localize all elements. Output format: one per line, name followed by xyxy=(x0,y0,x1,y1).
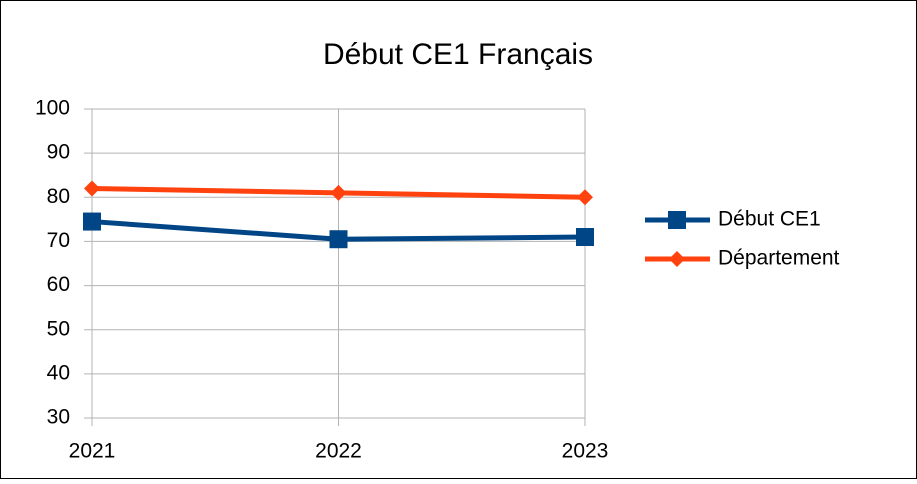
y-tick-label: 100 xyxy=(35,97,70,120)
y-tick-label: 80 xyxy=(47,185,70,208)
y-tick-label: 40 xyxy=(47,361,70,384)
y-tick-label: 60 xyxy=(47,273,70,296)
y-tick-label: 50 xyxy=(47,317,70,340)
y-tick-label: 30 xyxy=(47,406,70,429)
data-point xyxy=(329,230,348,249)
data-point xyxy=(577,189,593,206)
legend-label: Département xyxy=(718,247,840,270)
x-tick-label: 2023 xyxy=(562,440,609,463)
x-tick-label: 2021 xyxy=(69,440,116,463)
data-point xyxy=(330,184,347,201)
x-tick-label: 2022 xyxy=(315,440,362,463)
data-point xyxy=(576,228,594,247)
legend-marker xyxy=(669,251,685,267)
y-tick-label: 90 xyxy=(47,141,70,164)
legend-marker xyxy=(668,211,686,229)
legend-label: Début CE1 xyxy=(718,208,821,231)
data-point xyxy=(84,180,100,197)
chart-title: Début CE1 Français xyxy=(323,38,593,71)
data-point xyxy=(83,212,101,231)
y-tick-label: 70 xyxy=(47,229,70,252)
